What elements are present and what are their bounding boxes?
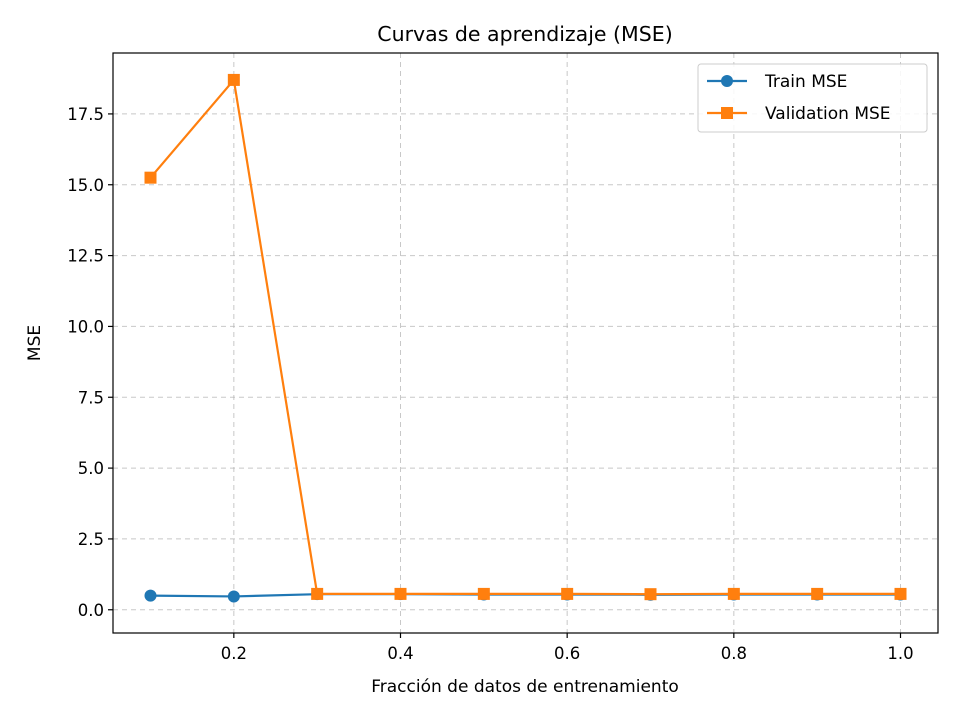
grid xyxy=(113,53,938,633)
y-tick-label: 12.5 xyxy=(67,247,104,266)
x-tick-label: 0.4 xyxy=(387,644,413,663)
series-train xyxy=(144,588,907,603)
legend-train-label: Train MSE xyxy=(764,72,847,92)
series-layer xyxy=(144,73,907,603)
x-tick-label: 0.6 xyxy=(554,644,580,663)
legend-train-marker xyxy=(721,75,733,87)
plot-frame xyxy=(112,52,939,634)
data-point xyxy=(894,587,907,600)
series-validation xyxy=(144,73,907,601)
data-point xyxy=(144,171,157,184)
data-point xyxy=(727,587,740,600)
y-tick-label: 17.5 xyxy=(67,105,104,124)
y-tick-label: 10.0 xyxy=(67,317,104,336)
data-point xyxy=(644,588,657,601)
data-point xyxy=(144,589,157,602)
y-tick-label: 2.5 xyxy=(78,530,104,549)
series-line xyxy=(149,78,901,596)
y-tick-label: 0.0 xyxy=(78,601,104,620)
data-point xyxy=(311,587,324,600)
data-point xyxy=(561,587,574,600)
data-point xyxy=(811,587,824,600)
chart-title: Curvas de aprendizaje (MSE) xyxy=(377,22,672,46)
data-point xyxy=(394,587,407,600)
x-tick-label: 0.2 xyxy=(221,644,247,663)
y-axis-label: MSE xyxy=(25,325,45,361)
data-point xyxy=(227,590,240,603)
data-point xyxy=(477,587,490,600)
x-axis-label: Fracción de datos de entrenamiento xyxy=(371,677,679,697)
legend-box xyxy=(697,63,928,133)
y-tick-label: 7.5 xyxy=(78,388,104,407)
data-point xyxy=(227,73,240,86)
x-tick-label: 0.8 xyxy=(721,644,747,663)
legend: Train MSE Validation MSE xyxy=(697,63,928,133)
y-tick-label: 15.0 xyxy=(67,176,104,195)
y-tick-label: 5.0 xyxy=(78,459,104,478)
axis-ticks: 0.2 0.4 0.6 0.8 1.0 0.0 2.5 5.0 7.5 10.0 12.5 15.0 1… xyxy=(67,105,913,663)
x-tick-label: 1.0 xyxy=(887,644,913,663)
legend-validation-marker xyxy=(721,107,733,119)
legend-validation-label: Validation MSE xyxy=(765,104,891,124)
